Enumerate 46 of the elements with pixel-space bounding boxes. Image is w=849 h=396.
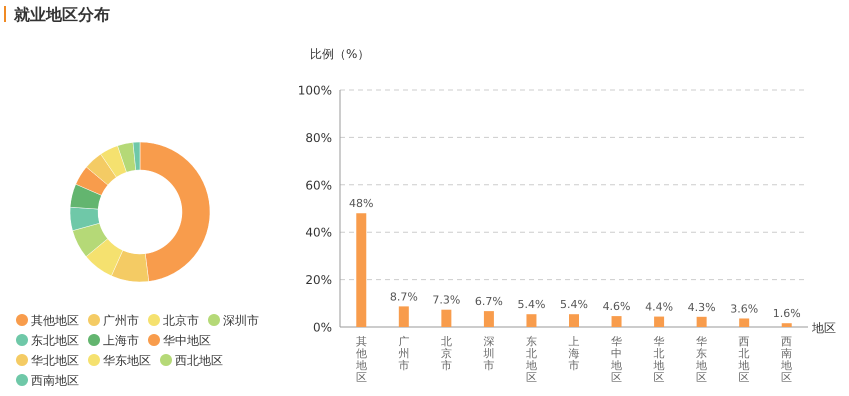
y-tick-label: 0% (312, 320, 332, 334)
bar (612, 316, 622, 327)
x-tick-label: 深圳市 (482, 335, 494, 372)
x-tick-label: 上海市 (568, 335, 580, 372)
y-axis-title: 比例（%） (310, 47, 370, 61)
legend-label: 其他地区 (31, 314, 79, 328)
x-tick-label: 广州市 (398, 335, 410, 372)
data-label: 4.3% (688, 300, 716, 314)
bar (696, 316, 707, 327)
y-tick-label: 80% (305, 130, 332, 145)
data-label: 3.6% (730, 302, 758, 316)
chart-title: 就业地区分布 (13, 5, 110, 24)
bar (569, 314, 579, 327)
data-label: 7.3% (432, 294, 460, 307)
y-tick-label: 100% (298, 84, 332, 98)
bar (484, 311, 494, 327)
bar (398, 306, 409, 327)
bar (441, 310, 452, 327)
data-label: 48% (349, 197, 374, 210)
y-tick-label: 40% (305, 226, 332, 240)
bar (654, 316, 664, 327)
x-tick-label: 其他地区 (354, 335, 367, 384)
data-label: 5.4% (560, 298, 588, 312)
x-tick-label: 华北地区 (652, 335, 665, 384)
data-label: 4.6% (602, 300, 631, 314)
y-tick-label: 60% (305, 178, 332, 192)
legend-label: 广州市 (103, 314, 139, 328)
x-tick-label: 西北地区 (738, 335, 750, 384)
bar (739, 318, 750, 327)
bar (526, 314, 536, 327)
x-tick-label: 华中地区 (610, 335, 622, 384)
data-label: 5.4% (517, 298, 546, 312)
x-tick-label: 北京市 (440, 335, 452, 372)
y-tick-label: 20% (305, 273, 332, 288)
legend-label: 北京市 (163, 314, 199, 328)
x-tick-label: 东北地区 (524, 335, 537, 384)
data-label: 8.7% (390, 290, 418, 304)
bar (782, 323, 792, 327)
x-axis-title: 地区 (811, 321, 836, 335)
data-label: 4.4% (645, 300, 674, 314)
x-tick-label: 华东地区 (695, 335, 708, 384)
data-label: 1.6% (772, 307, 801, 320)
bar (356, 213, 366, 327)
legend-label: 深圳市 (223, 314, 259, 328)
x-tick-label: 西南地区 (780, 335, 792, 384)
data-label: 6.7% (474, 295, 503, 308)
